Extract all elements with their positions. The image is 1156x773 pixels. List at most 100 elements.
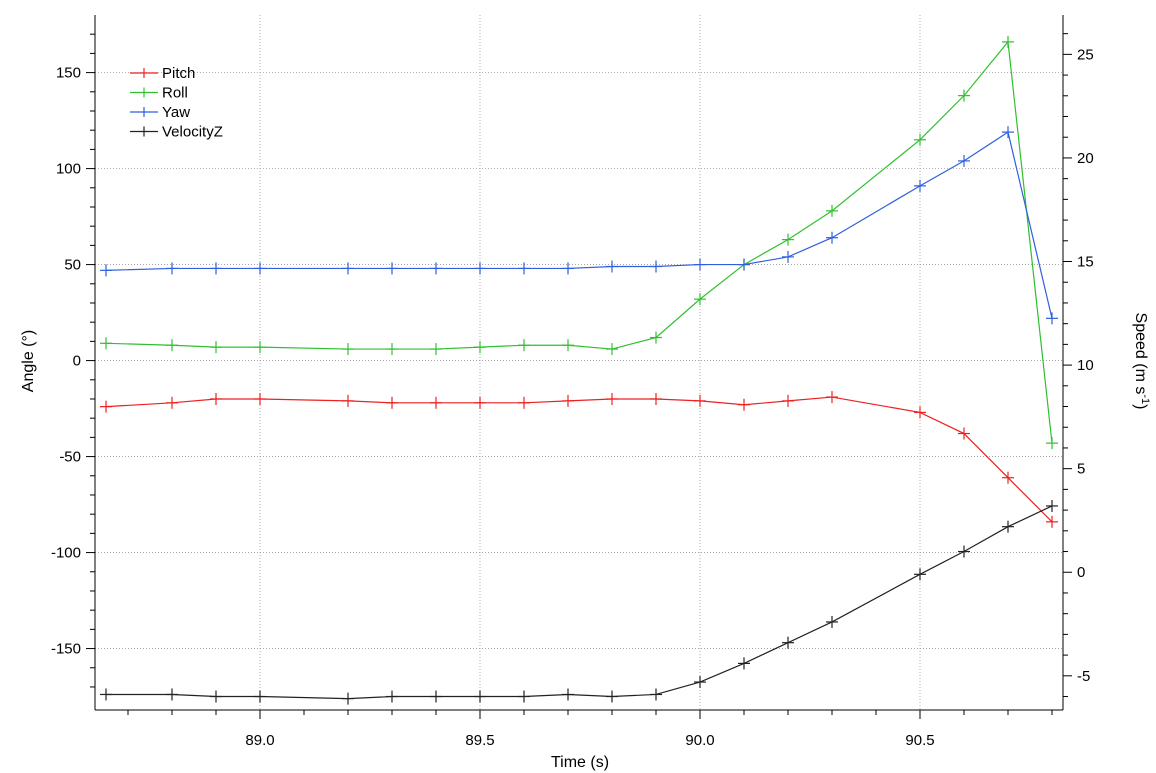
- legend: Pitch Roll Yaw VelocityZ: [130, 65, 223, 141]
- axes: [86, 15, 1072, 719]
- y-left-tick-label: -150: [51, 641, 81, 658]
- legend-item-velocityz: VelocityZ: [130, 124, 223, 141]
- pitch-marker: [430, 396, 442, 409]
- velocityz-marker: [694, 676, 706, 689]
- yaw-marker: [782, 250, 794, 263]
- yaw-marker: [518, 262, 530, 275]
- yaw-marker: [342, 262, 354, 275]
- roll-marker: [1046, 437, 1058, 450]
- pitch-marker: [694, 394, 706, 407]
- y-axis-right-title-base: Speed (m s: [1132, 313, 1149, 395]
- velocityz-marker: [958, 545, 970, 558]
- yaw-marker: [1002, 126, 1014, 139]
- y-left-tick-label: -100: [51, 545, 81, 562]
- roll-marker: [826, 204, 838, 217]
- y-left-tick-label: -50: [59, 449, 81, 466]
- roll-marker: [166, 339, 178, 352]
- pitch-marker: [562, 394, 574, 407]
- y-right-tick-label: 5: [1077, 461, 1085, 478]
- yaw-marker: [914, 179, 926, 192]
- roll-marker: [1002, 35, 1014, 48]
- roll-marker: [914, 133, 926, 146]
- yaw-marker: [254, 262, 266, 275]
- y-axis-right-title-close: ): [1132, 404, 1149, 409]
- legend-label: VelocityZ: [162, 124, 223, 141]
- velocityz-marker: [914, 568, 926, 581]
- pitch-marker: [342, 394, 354, 407]
- roll-marker: [210, 341, 222, 354]
- velocityz-marker: [650, 688, 662, 701]
- velocityz-marker: [210, 690, 222, 703]
- y-left-tick-label: 0: [73, 353, 81, 370]
- x-tick-label: 90.5: [905, 732, 934, 749]
- pitch-marker: [518, 396, 530, 409]
- roll-marker: [342, 343, 354, 356]
- pitch-marker: [914, 406, 926, 419]
- pitch-marker: [166, 396, 178, 409]
- y-right-tick-label: 0: [1077, 564, 1085, 581]
- pitch-marker: [1002, 471, 1014, 484]
- y-right-tick-label: 20: [1077, 150, 1094, 167]
- roll-marker: [518, 339, 530, 352]
- roll-marker: [100, 337, 112, 350]
- legend-label: Pitch: [162, 65, 195, 82]
- yaw-marker: [958, 154, 970, 167]
- pitch-marker: [254, 392, 266, 405]
- yaw-marker: [650, 260, 662, 273]
- yaw-marker: [738, 258, 750, 271]
- y-axis-right-title-superscript: -1: [1139, 394, 1151, 404]
- legend-item-yaw: Yaw: [130, 104, 190, 121]
- roll-marker: [254, 341, 266, 354]
- velocityz-marker: [738, 657, 750, 670]
- yaw-line: [105, 131, 1053, 319]
- tick-labels: 89.0 89.5 90.0 90.5150100500-50-100-1502520…: [51, 46, 1094, 749]
- velocityz-marker: [166, 688, 178, 701]
- velocityz-marker: [474, 690, 486, 703]
- x-tick-label: 89.5: [465, 732, 494, 749]
- velocityz-marker: [562, 688, 574, 701]
- pitch-marker: [650, 392, 662, 405]
- yaw-marker: [1046, 312, 1058, 325]
- yaw-marker: [694, 258, 706, 271]
- legend-item-pitch: Pitch: [130, 65, 195, 82]
- velocityz-marker: [430, 690, 442, 703]
- velocityz-marker: [386, 690, 398, 703]
- legend-item-roll: Roll: [130, 85, 188, 102]
- x-axis-title: Time (s): [551, 754, 609, 771]
- y-left-tick-label: 100: [56, 161, 81, 178]
- velocityz-marker: [100, 688, 112, 701]
- pitch-marker: [826, 391, 838, 404]
- yaw-marker: [430, 262, 442, 275]
- roll-marker: [782, 233, 794, 246]
- yaw-marker: [474, 262, 486, 275]
- y-right-tick-label: 10: [1077, 357, 1094, 374]
- yaw-marker: [562, 262, 574, 275]
- pitch-marker: [958, 427, 970, 440]
- roll-marker: [606, 343, 618, 356]
- velocityz-marker: [342, 692, 354, 705]
- velocityz-marker: [1046, 499, 1058, 512]
- velocityz-marker: [606, 690, 618, 703]
- x-tick-label: 89.0: [245, 732, 274, 749]
- yaw-marker: [100, 264, 112, 277]
- yaw-marker: [826, 231, 838, 244]
- yaw-marker: [210, 262, 222, 275]
- roll-marker: [650, 331, 662, 344]
- x-tick-label: 90.0: [685, 732, 714, 749]
- y-left-tick-label: 50: [64, 257, 81, 274]
- roll-marker: [958, 89, 970, 102]
- velocityz-marker: [826, 615, 838, 628]
- grid-lines: [95, 15, 1063, 710]
- pitch-marker: [474, 396, 486, 409]
- roll-marker: [694, 293, 706, 306]
- y-right-tick-label: 25: [1077, 46, 1094, 63]
- roll-line: [105, 40, 1053, 444]
- y-right-tick-label: 15: [1077, 254, 1094, 271]
- velocityz-marker: [254, 690, 266, 703]
- velocityz-line: [106, 505, 1053, 700]
- pitch-marker: [210, 392, 222, 405]
- y-right-tick-label: -5: [1077, 668, 1090, 685]
- pitch-marker: [1046, 515, 1058, 528]
- legend-label: Yaw: [162, 104, 190, 121]
